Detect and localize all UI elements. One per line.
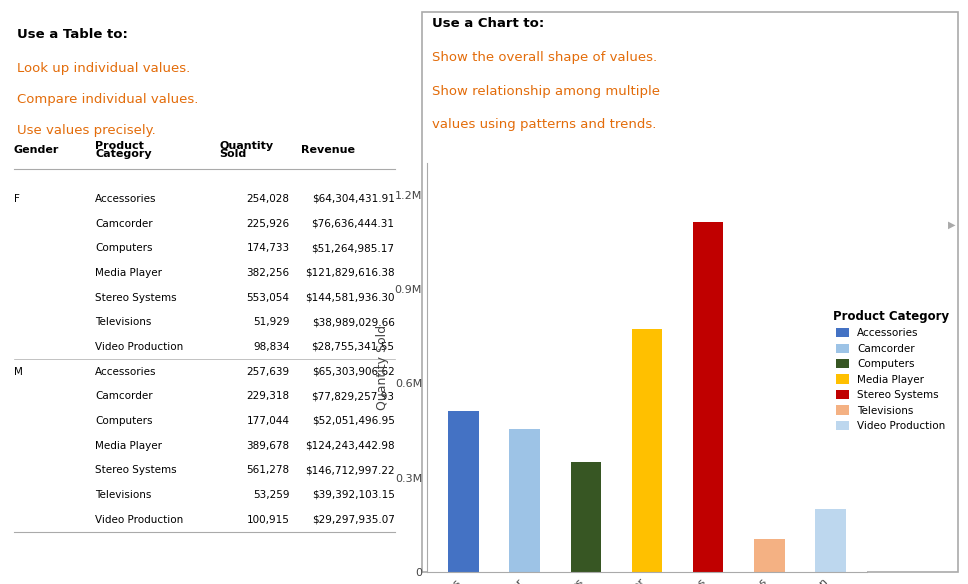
Text: 382,256: 382,256 <box>247 268 289 278</box>
Text: 100,915: 100,915 <box>247 515 289 524</box>
Text: Video Production: Video Production <box>95 342 184 352</box>
Text: 553,054: 553,054 <box>247 293 289 303</box>
Text: $29,297,935.07: $29,297,935.07 <box>312 515 395 524</box>
Text: Quantity: Quantity <box>220 141 274 151</box>
Text: $38,989,029.66: $38,989,029.66 <box>312 317 395 327</box>
Text: Compare individual values.: Compare individual values. <box>17 93 198 106</box>
Text: Media Player: Media Player <box>95 440 163 451</box>
Text: Use a Chart to:: Use a Chart to: <box>433 18 545 30</box>
Text: Camcorder: Camcorder <box>95 391 153 401</box>
Text: Camcorder: Camcorder <box>95 218 153 228</box>
Text: Media Player: Media Player <box>95 268 163 278</box>
Text: Gender: Gender <box>14 145 59 155</box>
Text: Sold: Sold <box>220 148 247 159</box>
Text: 174,733: 174,733 <box>247 244 289 253</box>
Text: 177,044: 177,044 <box>247 416 289 426</box>
Text: Computers: Computers <box>95 244 153 253</box>
Text: 561,278: 561,278 <box>247 465 289 475</box>
Text: 254,028: 254,028 <box>247 194 289 204</box>
Text: Use a Table to:: Use a Table to: <box>17 29 129 41</box>
Text: Show relationship among multiple: Show relationship among multiple <box>433 85 660 98</box>
Text: $77,829,257.93: $77,829,257.93 <box>312 391 395 401</box>
Text: $64,304,431.91: $64,304,431.91 <box>312 194 395 204</box>
Text: 98,834: 98,834 <box>253 342 289 352</box>
Text: 389,678: 389,678 <box>247 440 289 451</box>
Text: Category: Category <box>95 148 152 159</box>
Text: Televisions: Televisions <box>95 317 152 327</box>
Text: M: M <box>14 367 22 377</box>
Legend: Accessories, Camcorder, Computers, Media Player, Stereo Systems, Televisions, Vi: Accessories, Camcorder, Computers, Media… <box>829 306 953 435</box>
Text: $146,712,997.22: $146,712,997.22 <box>305 465 395 475</box>
Text: $28,755,341.55: $28,755,341.55 <box>312 342 395 352</box>
Text: 229,318: 229,318 <box>247 391 289 401</box>
Text: 257,639: 257,639 <box>247 367 289 377</box>
Text: $51,264,985.17: $51,264,985.17 <box>312 244 395 253</box>
Text: 53,259: 53,259 <box>253 490 289 500</box>
Text: $39,392,103.15: $39,392,103.15 <box>312 490 395 500</box>
Text: Accessories: Accessories <box>95 194 157 204</box>
Text: Stereo Systems: Stereo Systems <box>95 465 177 475</box>
Text: Accessories: Accessories <box>95 367 157 377</box>
Text: Video Production: Video Production <box>95 515 184 524</box>
Text: Televisions: Televisions <box>95 490 152 500</box>
Text: values using patterns and trends.: values using patterns and trends. <box>433 118 656 131</box>
Text: 225,926: 225,926 <box>247 218 289 228</box>
Text: $144,581,936.30: $144,581,936.30 <box>305 293 395 303</box>
Text: $65,303,906.62: $65,303,906.62 <box>312 367 395 377</box>
Text: Stereo Systems: Stereo Systems <box>95 293 177 303</box>
Text: F: F <box>14 194 19 204</box>
Text: $52,051,496.95: $52,051,496.95 <box>312 416 395 426</box>
Text: $124,243,442.98: $124,243,442.98 <box>305 440 395 451</box>
Text: Show the overall shape of values.: Show the overall shape of values. <box>433 51 657 64</box>
Text: Use values precisely.: Use values precisely. <box>17 124 156 137</box>
Text: 51,929: 51,929 <box>253 317 289 327</box>
Text: Revenue: Revenue <box>301 145 355 155</box>
Text: Product: Product <box>95 141 144 151</box>
Text: ▶: ▶ <box>948 220 955 230</box>
Text: $76,636,444.31: $76,636,444.31 <box>312 218 395 228</box>
Text: Computers: Computers <box>95 416 153 426</box>
Text: $121,829,616.38: $121,829,616.38 <box>305 268 395 278</box>
Text: Look up individual values.: Look up individual values. <box>17 62 191 75</box>
